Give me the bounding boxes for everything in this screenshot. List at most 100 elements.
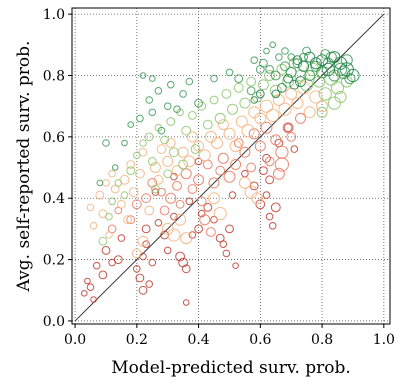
- scatter-point: [278, 102, 292, 116]
- scatter-point: [265, 175, 275, 185]
- scatter-point: [113, 255, 123, 265]
- scatter-point: [248, 106, 261, 119]
- scatter-point: [282, 122, 294, 134]
- scatter-point: [271, 89, 281, 99]
- scatter-point: [265, 212, 274, 221]
- x-tick-label: 0.0: [64, 332, 86, 348]
- scatter-point: [292, 58, 303, 69]
- scatter-point: [202, 119, 213, 130]
- scatter-point: [298, 60, 310, 72]
- scatter-point: [169, 147, 179, 158]
- scatter-point: [215, 233, 225, 243]
- scatter-point: [136, 114, 144, 123]
- scatter-point: [98, 270, 108, 280]
- scatter-point: [270, 202, 281, 213]
- scatter-point: [165, 192, 177, 204]
- scatter-point: [148, 258, 157, 267]
- scatter-point: [194, 98, 204, 108]
- scatter-point: [330, 81, 345, 95]
- scatter-point: [96, 179, 104, 187]
- scatter-point: [105, 212, 113, 221]
- scatter-point: [266, 108, 280, 123]
- scatter-point: [206, 227, 216, 237]
- scatter-point: [262, 153, 271, 163]
- y-tick-label: 0.4: [43, 191, 65, 207]
- scatter-point: [142, 240, 150, 248]
- scatter-point: [306, 62, 320, 77]
- scatter-point: [145, 96, 153, 104]
- scatter-point: [227, 103, 238, 115]
- scatter-point: [126, 215, 136, 225]
- scatter-point: [280, 61, 290, 72]
- scatter-point: [162, 155, 174, 167]
- scatter-point: [131, 199, 142, 210]
- scatter-point: [263, 47, 270, 55]
- scatter-point: [289, 79, 300, 90]
- scatter-point: [167, 228, 181, 242]
- scatter-point: [170, 212, 178, 221]
- scatter-point: [310, 60, 322, 72]
- scatter-point: [190, 144, 201, 155]
- scatter-point: [159, 205, 170, 216]
- scatter-point: [324, 71, 339, 86]
- scatter-point: [179, 90, 187, 98]
- scatter-point: [127, 121, 134, 128]
- scatter-point: [175, 199, 185, 209]
- scatter-point: [187, 184, 198, 194]
- scatter-point: [295, 76, 306, 88]
- scatter-point: [172, 181, 182, 191]
- scatter-point: [225, 224, 234, 234]
- scatter-point: [133, 151, 141, 160]
- scatter-point: [181, 264, 191, 274]
- scatter-point: [316, 100, 329, 113]
- scatter-point: [151, 188, 160, 196]
- scatter-point: [275, 145, 289, 159]
- scatter-point: [250, 96, 258, 104]
- scatter-point: [250, 56, 258, 65]
- scatter-point: [137, 235, 149, 247]
- scatter-point: [166, 117, 176, 126]
- scatter-point: [167, 80, 175, 89]
- scatter-point: [126, 166, 136, 176]
- scatter-point: [138, 147, 148, 157]
- scatter-point: [309, 57, 322, 70]
- scatter-point: [223, 127, 236, 140]
- y-tick-label: 0.2: [43, 253, 65, 269]
- scatter-point: [177, 146, 189, 158]
- scatter-point: [233, 82, 244, 93]
- scatter-point: [174, 213, 187, 226]
- scatter-point: [234, 74, 244, 83]
- scatter-point: [232, 262, 239, 270]
- scatter-point: [228, 191, 237, 199]
- scatter-point: [175, 251, 186, 262]
- scatter-point: [84, 277, 91, 285]
- scatter-point: [188, 111, 197, 120]
- scatter-point: [239, 146, 251, 158]
- scatter-point: [163, 169, 173, 179]
- scatter-point: [203, 203, 213, 212]
- scatter-point: [193, 140, 205, 152]
- scatter-point: [197, 209, 206, 218]
- scatter-point: [199, 214, 211, 226]
- scatter-point: [300, 78, 314, 92]
- x-tick-label: 0.4: [187, 332, 209, 348]
- scatter-point: [217, 152, 229, 164]
- scatter-point: [144, 205, 155, 216]
- scatter-point: [270, 70, 281, 81]
- scatter-point: [186, 131, 198, 143]
- y-tick-label: 1.0: [43, 7, 65, 23]
- y-axis-label: Avg. self-reported surv. prob.: [14, 41, 34, 293]
- scatter-point: [251, 192, 264, 205]
- scatter-point: [283, 73, 294, 84]
- scatter-point: [304, 51, 316, 63]
- scatter-point: [285, 66, 297, 78]
- scatter-point: [272, 167, 285, 180]
- scatter-point: [110, 184, 120, 194]
- scatter-point: [123, 215, 132, 225]
- scatter-point: [217, 119, 229, 131]
- scatter-point: [215, 165, 226, 176]
- scatter-point: [163, 246, 172, 255]
- scatter-point: [95, 190, 105, 200]
